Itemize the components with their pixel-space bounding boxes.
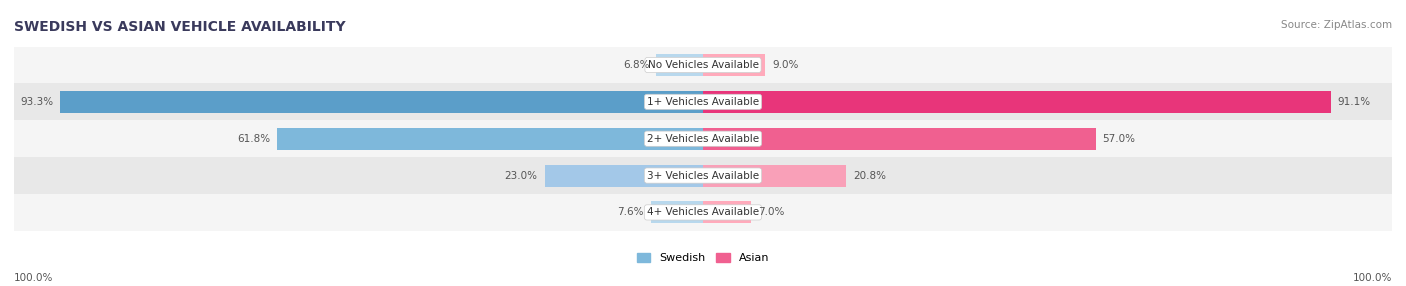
- Bar: [14, 157, 1392, 194]
- Bar: [703, 128, 1095, 150]
- Text: 7.0%: 7.0%: [758, 207, 785, 217]
- Text: Source: ZipAtlas.com: Source: ZipAtlas.com: [1281, 20, 1392, 30]
- Text: 20.8%: 20.8%: [853, 170, 886, 180]
- Legend: Swedish, Asian: Swedish, Asian: [637, 253, 769, 263]
- Bar: [703, 164, 846, 186]
- Text: 1+ Vehicles Available: 1+ Vehicles Available: [647, 97, 759, 107]
- Text: 9.0%: 9.0%: [772, 60, 799, 70]
- Text: 23.0%: 23.0%: [505, 170, 537, 180]
- Bar: [651, 201, 703, 223]
- Text: 100.0%: 100.0%: [1353, 273, 1392, 283]
- Text: No Vehicles Available: No Vehicles Available: [648, 60, 758, 70]
- Bar: [14, 84, 1392, 120]
- Bar: [14, 120, 1392, 157]
- Text: 2+ Vehicles Available: 2+ Vehicles Available: [647, 134, 759, 144]
- Text: 93.3%: 93.3%: [20, 97, 53, 107]
- Bar: [703, 201, 751, 223]
- Bar: [14, 47, 1392, 84]
- Bar: [703, 91, 1330, 113]
- Bar: [60, 91, 703, 113]
- Text: SWEDISH VS ASIAN VEHICLE AVAILABILITY: SWEDISH VS ASIAN VEHICLE AVAILABILITY: [14, 20, 346, 34]
- Text: 57.0%: 57.0%: [1102, 134, 1136, 144]
- Bar: [703, 54, 765, 76]
- Text: 4+ Vehicles Available: 4+ Vehicles Available: [647, 207, 759, 217]
- Text: 7.6%: 7.6%: [617, 207, 644, 217]
- Text: 3+ Vehicles Available: 3+ Vehicles Available: [647, 170, 759, 180]
- Bar: [544, 164, 703, 186]
- Text: 61.8%: 61.8%: [238, 134, 270, 144]
- Bar: [14, 194, 1392, 231]
- Bar: [277, 128, 703, 150]
- Bar: [657, 54, 703, 76]
- Text: 100.0%: 100.0%: [14, 273, 53, 283]
- Text: 91.1%: 91.1%: [1337, 97, 1371, 107]
- Text: 6.8%: 6.8%: [623, 60, 650, 70]
